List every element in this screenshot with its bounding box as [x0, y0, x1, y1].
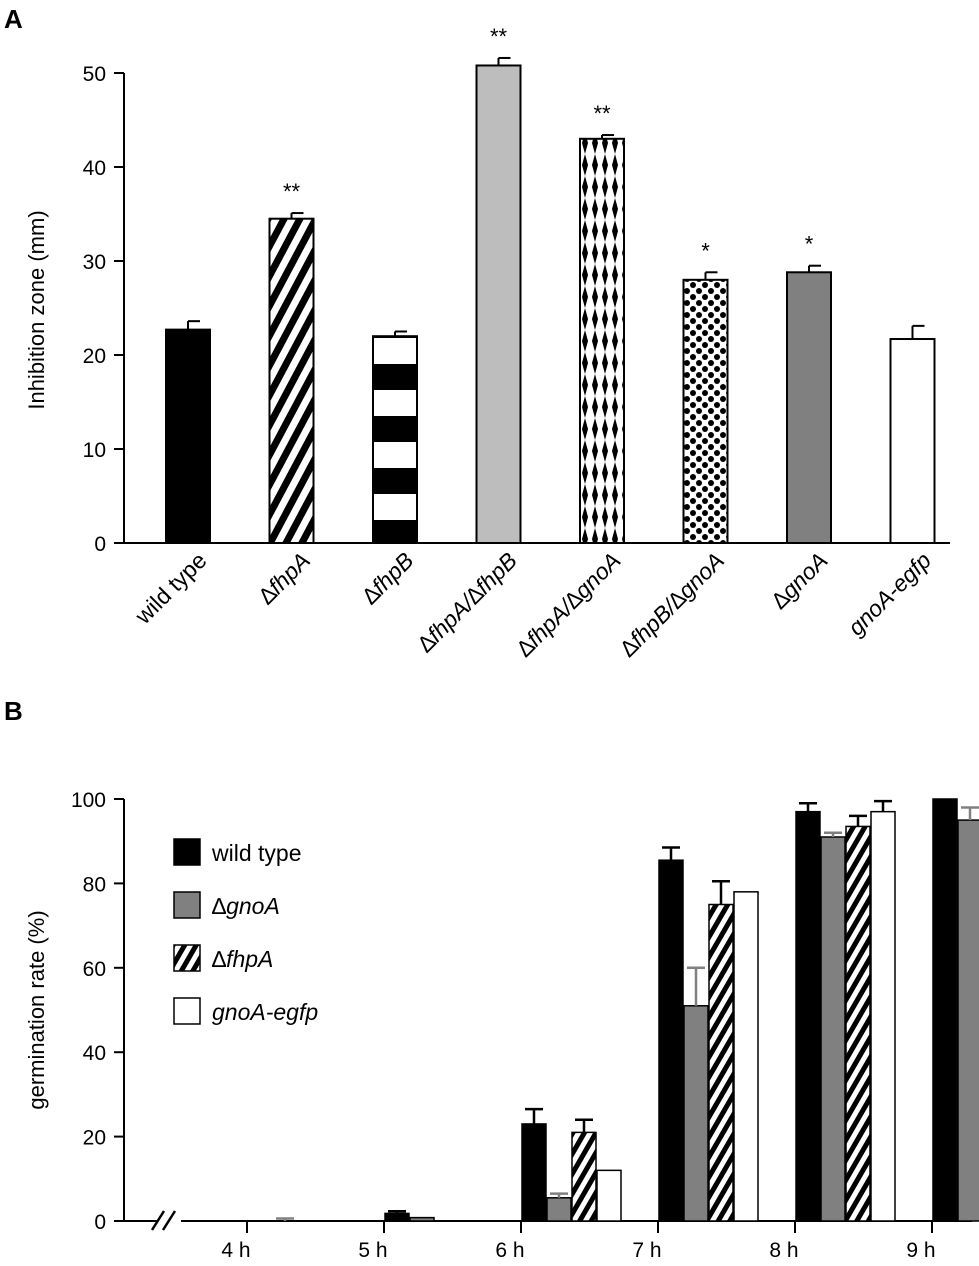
category-label: ∆fhpA/∆fhpB	[412, 547, 522, 657]
bar-gnoa-6h	[546, 1197, 572, 1222]
legend-swatch	[173, 944, 201, 972]
legend-swatch	[173, 891, 201, 919]
y-tick-label: 30	[83, 251, 106, 274]
panel-b-label: B	[4, 696, 23, 726]
axis-break-icon	[150, 1210, 177, 1231]
category-label: ∆gnoA	[766, 547, 832, 613]
legend-label: ∆gnoA	[212, 893, 280, 919]
y-axis-title: germination rate (%)	[24, 910, 49, 1109]
category-labels: wild type ∆fhpA ∆fhpB∆fhpA/∆fhpB∆fhpA/∆gno…	[129, 547, 936, 661]
category-label: ∆fhpA/∆gnoA	[511, 547, 625, 661]
germination-rate-chart: 0 20 40 60 80 100 4 h 5 h 6 h 7 h 8 h 9 h wild typ…	[24, 789, 979, 1262]
y-tick-label: 60	[83, 958, 106, 981]
legend-name: fhpA	[226, 946, 273, 972]
y-ticks: 0 10 20 30 40 50	[83, 63, 124, 556]
y-tick-label: 100	[71, 789, 106, 812]
y-axis-title: Inhibition zone (mm)	[24, 210, 49, 409]
legend-name: gnoA	[226, 893, 280, 919]
legend-name: wild type	[211, 840, 301, 866]
bar-gnoa-egfp-8h	[870, 810, 896, 1222]
category-label: ∆fhpA	[253, 547, 315, 609]
bar-gnoa-egfp	[889, 338, 936, 544]
bar-fhpa-6h	[571, 1131, 597, 1222]
bar-fhpa-fhpb	[475, 64, 522, 544]
bar-fhpa-8h	[845, 825, 871, 1222]
bar-gnoa	[786, 271, 832, 544]
panel-a-label: A	[4, 4, 23, 34]
legend-swatch	[173, 838, 201, 866]
significance-marker: **	[490, 24, 508, 49]
category-name: fhpA/∆fhpB	[422, 547, 522, 647]
bar-wild-type-9h	[932, 798, 958, 1222]
x-tick-label: 5 h	[358, 1239, 387, 1262]
bar-wild-type-6h	[521, 1123, 547, 1222]
bar-gnoa-9h	[957, 819, 979, 1222]
significance-marker: **	[283, 179, 301, 204]
bar-fhpa-gnoa	[579, 137, 625, 545]
y-tick-label: 80	[83, 873, 106, 896]
category-name: wild type	[129, 547, 211, 629]
bar-gnoa-5h	[409, 1216, 435, 1222]
bar-fhpb-gnoa	[682, 278, 729, 544]
y-tick-label: 40	[83, 1042, 106, 1065]
bar-fhpa	[268, 217, 315, 544]
bar-wild-type-8h	[795, 810, 821, 1222]
x-tick-label: 6 h	[495, 1239, 524, 1262]
y-tick-label: 0	[94, 533, 106, 556]
x-tick-label: 9 h	[906, 1239, 935, 1262]
x-tick-label: 7 h	[632, 1239, 661, 1262]
delta-prefix: ∆	[212, 893, 227, 919]
category-labels: 4 h 5 h 6 h 7 h 8 h 9 h	[221, 1221, 936, 1262]
y-ticks: 0 20 40 60 80 100	[71, 789, 124, 1234]
bar-gnoa-egfp-7h	[733, 891, 759, 1222]
bar-wild-type-7h	[658, 859, 684, 1222]
category-label: ∆fhpB/∆gnoA	[615, 547, 729, 661]
legend-swatch	[173, 997, 201, 1025]
x-tick-label: 4 h	[221, 1239, 250, 1262]
category-name: fhpA/∆gnoA	[521, 547, 625, 651]
bar-fhpa-7h	[708, 903, 734, 1222]
category-label: wild type	[129, 547, 211, 629]
significance-marker: *	[701, 238, 710, 263]
category-label: gnoA-egfp	[843, 547, 937, 641]
legend-label: gnoA-egfp	[212, 999, 318, 1025]
category-label: ∆fhpB	[357, 547, 419, 609]
legend-name: gnoA-egfp	[212, 999, 318, 1025]
legend-label: wild type	[211, 840, 301, 866]
y-tick-label: 20	[83, 345, 106, 368]
delta-prefix: ∆	[212, 946, 227, 972]
significance-marker: **	[593, 101, 611, 126]
bar-gnoa-7h	[683, 1005, 709, 1222]
legend-label: ∆fhpA	[212, 946, 273, 972]
category-name: gnoA-egfp	[843, 547, 937, 641]
bar-gnoa-8h	[820, 836, 846, 1222]
x-tick-label: 8 h	[769, 1239, 798, 1262]
bar-wild-type	[165, 328, 211, 544]
y-tick-label: 0	[94, 1211, 106, 1234]
y-tick-label: 40	[83, 157, 106, 180]
y-tick-label: 10	[83, 439, 106, 462]
bar-wild-type-5h	[384, 1212, 410, 1222]
bar-gnoa-egfp-6h	[596, 1169, 622, 1222]
category-name: fhpB/∆gnoA	[625, 547, 729, 651]
y-tick-label: 20	[83, 1127, 106, 1150]
bar-fhpb	[372, 335, 418, 545]
bars: ******* *	[165, 24, 936, 545]
bars	[276, 798, 979, 1222]
y-tick-label: 50	[83, 63, 106, 86]
significance-marker: *	[805, 232, 814, 257]
